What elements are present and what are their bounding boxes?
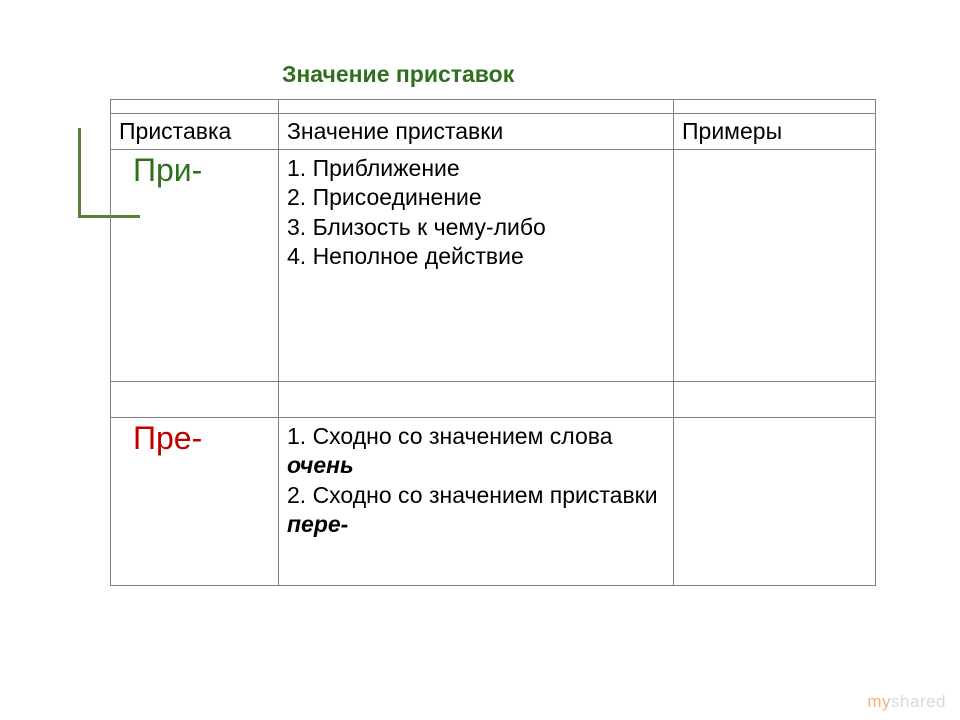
table-row: Пре- 1. Сходно со значением слова очень2… [111,418,876,586]
cell-prefix: Пре- [111,418,279,586]
cell-prefix: При- [111,150,279,382]
header-example: Примеры [674,114,876,150]
prefix-table: Приставка Значение приставки Примеры При… [110,99,876,586]
emphasis: очень [287,452,354,478]
header-meaning: Значение приставки [279,114,674,150]
spacer-row-mid [111,382,876,418]
meaning-line: 2. Сходно со значением приставки пере- [287,481,665,540]
spacer-cell [674,100,876,114]
cell-example [674,150,876,382]
cell-meaning: 1. Приближение2. Присоединение3. Близост… [279,150,674,382]
cell-meaning: 1. Сходно со значением слова очень2. Схо… [279,418,674,586]
decor-corner-vertical [78,128,81,218]
cell-example [674,418,876,586]
header-prefix: Приставка [111,114,279,150]
meaning-line: 3. Близость к чему-либо [287,213,665,242]
meaning-line: 4. Неполное действие [287,242,665,271]
spacer-cell [279,382,674,418]
meaning-line: 1. Приближение [287,154,665,183]
watermark: myshared [867,692,946,712]
slide-title: Значение приставок [282,61,514,88]
prefix-text: Пре- [133,420,202,456]
spacer-cell [111,382,279,418]
prefix-text: При- [133,152,202,188]
slide: Значение приставок Приставка Значение пр… [0,0,960,720]
table-row: При- 1. Приближение2. Присоединение3. Бл… [111,150,876,382]
meaning-line: 2. Присоединение [287,183,665,212]
watermark-shared: shared [891,692,946,711]
watermark-my: my [867,692,891,711]
meaning-line: 1. Сходно со значением слова очень [287,422,665,481]
table-header-row: Приставка Значение приставки Примеры [111,114,876,150]
spacer-cell [674,382,876,418]
emphasis: пере- [287,511,348,537]
spacer-cell [111,100,279,114]
spacer-cell [279,100,674,114]
spacer-row-top [111,100,876,114]
